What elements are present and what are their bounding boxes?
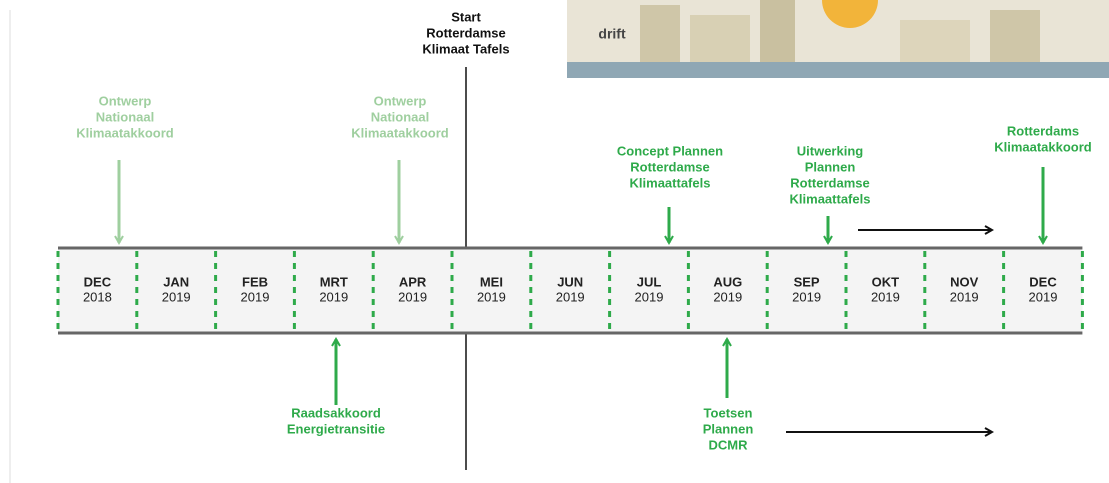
year-label: 2019: [556, 289, 585, 304]
month-label: DEC: [84, 274, 112, 289]
annotation-label: Klimaattafels: [630, 175, 711, 190]
month-label: JUL: [637, 274, 662, 289]
month-label: DEC: [1029, 274, 1057, 289]
year-label: 2019: [1029, 289, 1058, 304]
annotation-label: Klimaatakkoord: [76, 125, 174, 140]
annotation-label: DCMR: [709, 437, 749, 452]
annotation-label: Concept Plannen: [617, 143, 723, 158]
month-label: MRT: [320, 274, 348, 289]
timeline-bar: [58, 248, 1083, 333]
annotation-label: Plannen: [703, 421, 754, 436]
year-label: 2019: [477, 289, 506, 304]
month-label: JUN: [557, 274, 583, 289]
brand: drift: [598, 26, 626, 42]
annotation-label: Klimaatakkoord: [351, 125, 449, 140]
year-label: 2019: [162, 289, 191, 304]
year-label: 2019: [713, 289, 742, 304]
year-label: 2019: [398, 289, 427, 304]
annotation-label: Uitwerking: [797, 143, 864, 158]
annotation-label: Rotterdamse: [790, 175, 869, 190]
month-label: MEI: [480, 274, 503, 289]
month-label: JAN: [163, 274, 189, 289]
milestone-label: Rotterdamse: [426, 25, 505, 40]
year-label: 2019: [241, 289, 270, 304]
annotation-label: Toetsen: [704, 405, 753, 420]
month-label: SEP: [794, 274, 820, 289]
annotation-label: Rotterdams: [1007, 123, 1079, 138]
annotation-label: Ontwerp: [374, 93, 427, 108]
month-label: FEB: [242, 274, 268, 289]
annotation-label: Klimaattafels: [790, 191, 871, 206]
milestone-label: Klimaat Tafels: [422, 41, 509, 56]
annotation-label: Nationaal: [96, 109, 155, 124]
annotation-label: Raadsakkoord: [291, 405, 381, 420]
year-label: 2019: [950, 289, 979, 304]
annotation-label: Rotterdamse: [630, 159, 709, 174]
annotation-label: Klimaatakkoord: [994, 139, 1092, 154]
annotation-label: Ontwerp: [99, 93, 152, 108]
month-label: AUG: [713, 274, 742, 289]
year-label: 2019: [792, 289, 821, 304]
month-label: OKT: [872, 274, 900, 289]
year-label: 2019: [871, 289, 900, 304]
annotation-label: Plannen: [805, 159, 856, 174]
month-label: NOV: [950, 274, 979, 289]
year-label: 2019: [319, 289, 348, 304]
milestone-label: Start: [451, 9, 481, 24]
year-label: 2019: [635, 289, 664, 304]
annotation-label: Nationaal: [371, 109, 430, 124]
annotation-label: Energietransitie: [287, 421, 385, 436]
year-label: 2018: [83, 289, 112, 304]
month-label: APR: [399, 274, 427, 289]
illustration: drift: [567, 0, 1109, 78]
